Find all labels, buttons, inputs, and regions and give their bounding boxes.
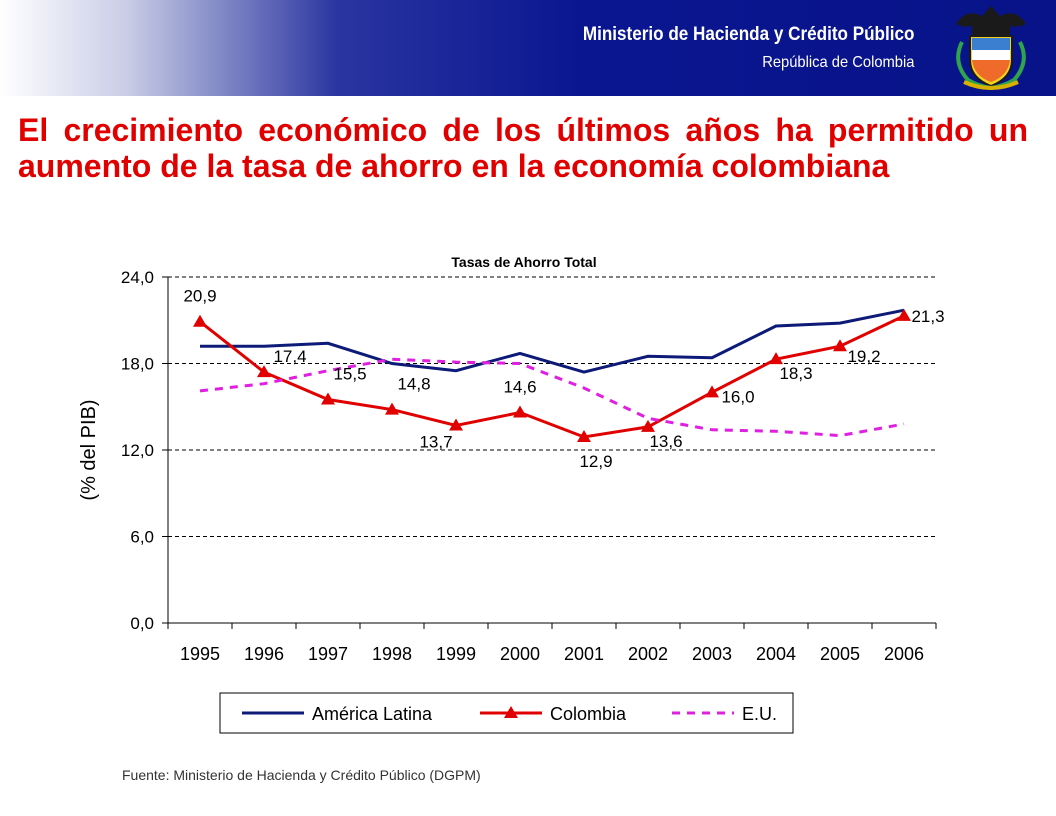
- colombia-marker: [193, 314, 207, 327]
- data-label: 16,0: [721, 387, 754, 406]
- chart-title: Tasas de Ahorro Total: [451, 254, 596, 270]
- data-label: 17,4: [273, 347, 306, 366]
- legend-label: E.U.: [742, 704, 777, 724]
- slide-title: El crecimiento económico de los últimos …: [18, 112, 1028, 184]
- y-tick-label: 24,0: [121, 268, 154, 287]
- x-tick-label: 2001: [564, 644, 604, 664]
- colombia-marker: [833, 339, 847, 352]
- series-line-e-u: [199, 357, 905, 438]
- data-label: 12,9: [579, 452, 612, 471]
- data-label: 18,3: [779, 364, 812, 383]
- y-tick-label: 6,0: [130, 528, 154, 547]
- colombia-marker: [449, 418, 463, 431]
- data-label: 15,5: [333, 365, 366, 384]
- colombia-marker: [385, 402, 399, 415]
- series-line-colombia: [199, 314, 905, 439]
- x-tick-label: 1996: [244, 644, 284, 664]
- legend-label: América Latina: [312, 704, 433, 724]
- data-label: 13,6: [649, 432, 682, 451]
- colombia-marker: [641, 419, 655, 432]
- x-tick-label: 1999: [436, 644, 476, 664]
- legend-label: Colombia: [550, 704, 627, 724]
- y-tick-label: 18,0: [121, 355, 154, 374]
- x-tick-label: 2000: [500, 644, 540, 664]
- header-band: [0, 0, 1056, 96]
- x-tick-label: 2004: [756, 644, 796, 664]
- colombia-marker: [577, 430, 591, 443]
- ministry-title: Ministerio de Hacienda y Crédito Público: [582, 24, 914, 45]
- series-line-am-rica-latina: [200, 308, 905, 374]
- colombia-marker: [705, 385, 719, 398]
- colombia-marker: [321, 392, 335, 405]
- data-label: 20,9: [183, 287, 216, 306]
- colombia-marker: [257, 365, 271, 378]
- data-label: 21,3: [911, 307, 944, 326]
- colombia-marker: [513, 405, 527, 418]
- x-tick-label: 2005: [820, 644, 860, 664]
- data-label: 14,6: [503, 378, 536, 397]
- data-label: 13,7: [419, 432, 452, 451]
- data-label: 14,8: [397, 375, 430, 394]
- y-tick-label: 0,0: [130, 614, 154, 633]
- source-note: Fuente: Ministerio de Hacienda y Crédito…: [122, 767, 481, 783]
- colombia-marker: [769, 352, 783, 365]
- x-tick-label: 1995: [180, 644, 220, 664]
- legend-marker: [504, 706, 518, 718]
- x-tick-label: 2003: [692, 644, 732, 664]
- coat-of-arms-icon: [956, 6, 1026, 90]
- colombia-marker: [897, 308, 911, 321]
- x-tick-label: 1998: [372, 644, 412, 664]
- x-tick-label: 1997: [308, 644, 348, 664]
- country-subtitle: República de Colombia: [761, 54, 914, 71]
- x-tick-label: 2002: [628, 644, 668, 664]
- data-label: 19,2: [847, 347, 880, 366]
- y-tick-label: 12,0: [121, 441, 154, 460]
- x-tick-label: 2006: [884, 644, 924, 664]
- y-axis-label: (% del PIB): [78, 399, 100, 500]
